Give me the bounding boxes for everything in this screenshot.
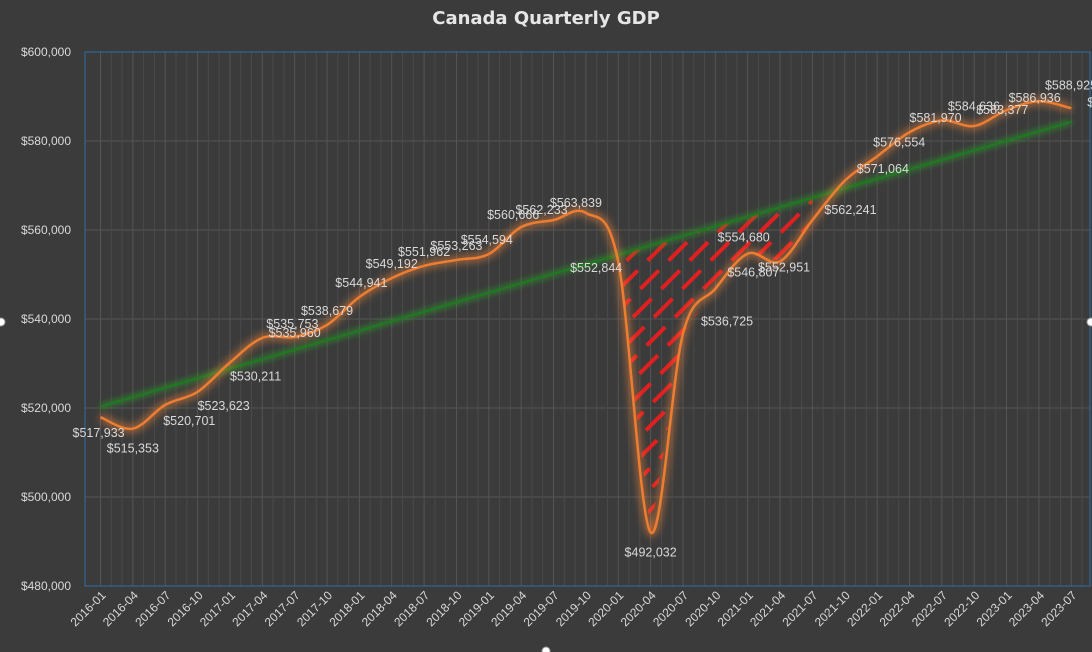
resize-handle-left[interactable]	[0, 317, 6, 327]
data-label: $549,192	[366, 257, 418, 271]
data-label: $562,241	[824, 203, 876, 217]
data-label: $536,725	[701, 315, 753, 329]
data-label: $552,951	[758, 260, 810, 274]
chart-title: Canada Quarterly GDP	[432, 8, 660, 29]
y-axis: $480,000 $500,000 $520,000 $540,000 $560,000…	[21, 45, 71, 593]
data-label: $554,680	[718, 231, 770, 245]
data-label: $576,554	[873, 135, 925, 149]
y-tick-label: $580,000	[21, 134, 71, 148]
data-label: $553,263	[430, 239, 482, 253]
data-label: $535,960	[269, 326, 321, 340]
y-tick-label: $560,000	[21, 223, 71, 237]
series-group	[99, 97, 1073, 537]
resize-handle-right[interactable]	[1086, 317, 1092, 327]
data-label: $587,355	[1087, 95, 1092, 109]
data-label: $530,211	[230, 370, 281, 384]
data-label: $546,807	[727, 266, 779, 280]
data-label: $517,933	[73, 426, 125, 440]
data-label: $492,032	[625, 545, 677, 559]
data-label: $586,936	[1009, 91, 1061, 105]
data-label: $551,962	[398, 245, 450, 259]
data-labels: $517,933 $515,353 $520,701$523,623 $530,211…	[73, 78, 1092, 559]
data-label: $520,701	[163, 414, 215, 428]
trendline-group	[99, 118, 1073, 410]
data-label: $581,970	[910, 111, 962, 125]
y-tick-label: $500,000	[21, 490, 71, 504]
data-label: $515,353	[107, 442, 159, 456]
resize-handle-bottom[interactable]	[541, 646, 551, 652]
data-label: $552,844	[570, 261, 622, 275]
data-label: $583,377	[976, 103, 1028, 117]
data-label: $544,941	[335, 276, 387, 290]
data-label: $584,636	[948, 99, 1000, 113]
data-label: $538,679	[301, 304, 353, 318]
data-label: $571,064	[857, 162, 909, 176]
data-label: $560,666	[487, 208, 539, 222]
trendline	[100, 120, 1072, 408]
hatch-stroke	[618, 197, 813, 533]
data-label: $563,839	[550, 196, 602, 210]
y-tick-label: $520,000	[21, 401, 71, 415]
series-line	[100, 100, 1072, 534]
data-label: $554,594	[461, 233, 513, 247]
data-label: $562,233	[515, 203, 567, 217]
data-label: $523,623	[198, 399, 250, 413]
gridlines	[85, 52, 1090, 586]
data-label: $535,753	[266, 317, 318, 331]
data-label: $588,925	[1045, 78, 1092, 92]
y-tick-label: $600,000	[21, 45, 71, 59]
y-tick-label: $540,000	[21, 312, 71, 326]
y-tick-label: $480,000	[21, 579, 71, 593]
